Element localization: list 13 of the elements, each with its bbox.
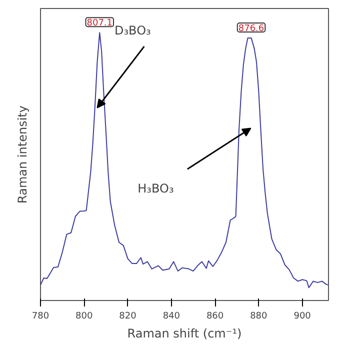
x-tick-label: 820 [119,312,137,322]
x-tick-label: 900 [294,312,312,322]
x-tick-label: 840 [162,312,180,322]
annotation: 807.1 [86,18,113,29]
x-tick-label: 880 [250,312,268,322]
annotation: H₃BO₃ [138,181,174,196]
x-tick-label: 800 [76,312,93,322]
x-tick-label: 780 [32,312,50,322]
y-axis-title: Raman intensity [16,106,30,204]
annotation: 876.6 [238,24,264,34]
annotation: D₃BO₃ [114,24,152,38]
x-axis-title: Raman shift (cm⁻¹) [127,326,242,340]
x-tick-label: 860 [206,312,224,322]
